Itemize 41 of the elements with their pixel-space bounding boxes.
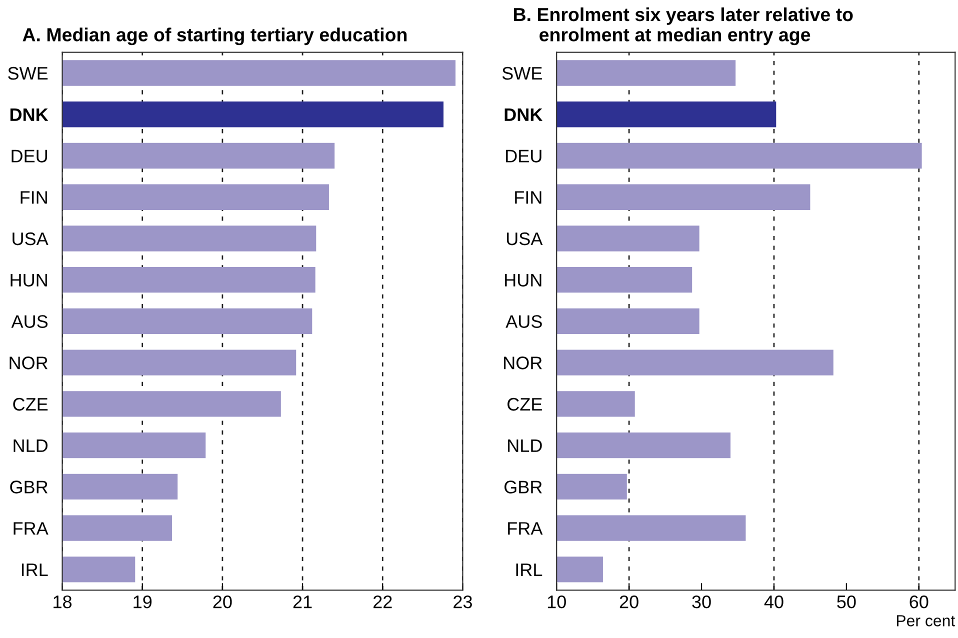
x-tick-label: 40 xyxy=(764,595,784,608)
y-tick-label: GBR xyxy=(10,480,48,494)
y-tick-label: NOR xyxy=(504,356,542,370)
y-tick-label: USA xyxy=(506,232,543,246)
y-tick-label: FRA xyxy=(508,522,543,535)
y-tick-label: CZE xyxy=(508,398,542,411)
chart-title: A. Median age of starting tertiary education xyxy=(22,28,407,46)
y-tick-label: NOR xyxy=(10,356,48,370)
x-tick-label: 10 xyxy=(548,595,566,608)
x-tick-label: 23 xyxy=(454,595,472,608)
x-axis-title: Per cent xyxy=(896,615,956,626)
x-tick-label: 18 xyxy=(54,595,72,608)
x-tick-label: 22 xyxy=(373,595,392,608)
y-tick-label: GBR xyxy=(504,480,542,494)
x-tick-label: 20 xyxy=(213,595,232,608)
y-tick-label: AUS xyxy=(11,315,48,328)
y-tick-label: HUN xyxy=(505,274,542,287)
x-tick-label: 30 xyxy=(692,595,711,608)
y-tick-label: HUN xyxy=(10,274,47,287)
y-tick-label: NLD xyxy=(508,439,542,452)
y-tick-label: SWE xyxy=(8,66,48,80)
y-tick-label: AUS xyxy=(506,315,542,328)
y-tick-label: FIN xyxy=(515,191,542,204)
y-tick-label: IRL xyxy=(22,564,48,576)
x-tick-label: 19 xyxy=(134,595,152,608)
y-tick-label: DEU xyxy=(12,150,47,162)
y-tick-label: FRA xyxy=(14,522,48,535)
y-tick-label: NLD xyxy=(14,439,48,452)
y-tick-label: FIN xyxy=(20,191,47,204)
y-tick-label: DNK xyxy=(10,108,48,121)
y-tick-label: USA xyxy=(12,232,48,246)
y-tick-label: SWE xyxy=(502,66,542,80)
y-tick-label: CZE xyxy=(13,398,48,411)
x-tick-label: 20 xyxy=(620,595,638,608)
x-tick-label: 60 xyxy=(910,595,928,608)
x-tick-label: 21 xyxy=(293,595,312,608)
y-tick-label: IRL xyxy=(516,564,542,576)
chart-title: B. Enrolment six years later relative to enrolment at median entry age xyxy=(514,7,853,46)
x-tick-label: 50 xyxy=(837,595,856,608)
y-tick-label: DEU xyxy=(506,150,542,162)
y-tick-label: DNK xyxy=(504,108,543,121)
